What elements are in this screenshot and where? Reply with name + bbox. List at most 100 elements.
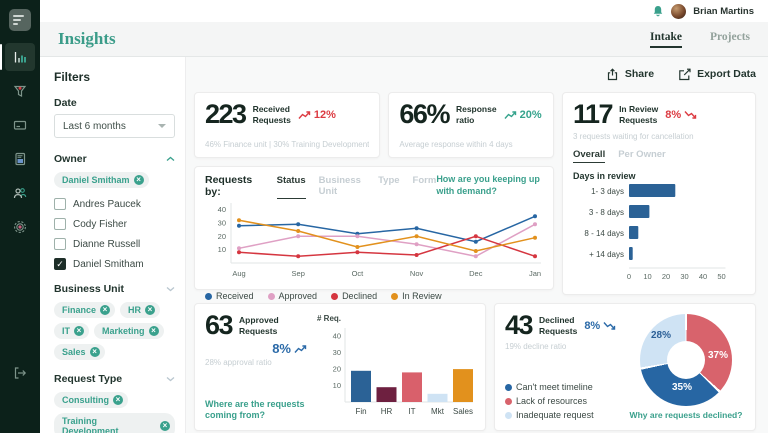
tab-projects[interactable]: Projects <box>709 30 750 43</box>
request-type-filter-section: Request Type Consulting × Training Develop… <box>54 373 175 433</box>
declined-reasons-legend: Can't meet timeline Lack of resources Inad… <box>505 382 621 420</box>
checkbox-checked[interactable]: ✓ <box>54 258 66 270</box>
nav-documents[interactable] <box>5 145 35 173</box>
nav-users[interactable] <box>5 179 35 207</box>
svg-text:30: 30 <box>680 272 688 281</box>
owner-option-label: Cody Fisher <box>73 218 127 230</box>
kpi-approved-card: 63 Approved Requests 8% 28% approval rat… <box>194 303 486 431</box>
share-icon <box>607 67 617 80</box>
checkbox-unchecked[interactable] <box>54 238 66 250</box>
trend-up-icon <box>298 110 311 119</box>
response-value: 66% <box>399 99 450 129</box>
in-review-subtext: 3 requests waiting for cancellation <box>573 132 694 141</box>
chip-remove-icon[interactable]: × <box>100 305 111 315</box>
chevron-down-icon[interactable] <box>166 376 175 382</box>
donut-pct-lack-of-resources: 37% <box>707 350 728 361</box>
svg-text:Sep: Sep <box>292 269 305 278</box>
date-select[interactable]: Last 6 months <box>54 114 175 138</box>
titlebar: Insights Intake Projects <box>40 22 768 57</box>
business-unit-filter-section: Business Unit Finance × HR × IT × Marketing × Sa… <box>54 283 175 360</box>
chip-remove-icon[interactable]: × <box>148 326 159 336</box>
svg-text:40: 40 <box>699 272 707 281</box>
chip-remove-icon[interactable]: × <box>113 395 123 405</box>
nav-filter-queue[interactable] <box>5 77 35 105</box>
nav-analytics[interactable] <box>0 43 35 71</box>
legend-dot-icon <box>205 292 212 300</box>
requests-line-legend: Received Approved Declined In Review <box>205 291 543 301</box>
requests-by-tab-type[interactable]: Type <box>378 175 400 186</box>
owner-option-daniel-smitham[interactable]: ✓ Daniel Smitham <box>54 258 175 270</box>
svg-text:IT: IT <box>408 407 415 416</box>
legend-label: Can't meet timeline <box>516 382 593 392</box>
svg-text:0: 0 <box>627 272 631 281</box>
share-label: Share <box>624 68 655 80</box>
svg-text:3 - 8 days: 3 - 8 days <box>589 208 624 217</box>
nav-logout[interactable] <box>5 359 35 387</box>
chip-label: Marketing <box>102 326 145 336</box>
review-tab-overall[interactable]: Overall <box>573 149 606 163</box>
chip-remove-icon[interactable]: × <box>133 175 144 185</box>
owner-option-andres-paucek[interactable]: Andres Paucek <box>54 198 175 210</box>
declined-legend-inadequate-request: Inadequate request <box>505 410 621 420</box>
requests-by-tab-status[interactable]: Status <box>276 175 306 199</box>
legend-in-review: In Review <box>391 291 442 301</box>
business-unit-filter-label: Business Unit <box>54 283 125 295</box>
trend-down-icon <box>684 110 697 119</box>
chevron-down-icon[interactable] <box>166 286 175 292</box>
nav-settings[interactable] <box>5 213 35 241</box>
owner-chip-daniel-smitham: Daniel Smitham × <box>54 172 149 188</box>
filters-panel: Filters Date Last 6 months Owner Daniel … <box>40 57 186 433</box>
svg-text:Oct: Oct <box>352 269 365 278</box>
received-subtext: 46% Finance unit | 30% Training Developm… <box>205 140 370 149</box>
kpi-declined-card: 43 Declined Requests 8% 19% decline rati… <box>494 303 756 431</box>
app-logo[interactable] <box>9 9 31 31</box>
svg-text:1- 3 days: 1- 3 days <box>591 187 624 196</box>
svg-text:Aug: Aug <box>232 269 245 278</box>
kpi-received-requests: 223 Received Requests 12% 46% Finance un… <box>194 92 381 158</box>
export-data-button[interactable]: Export Data <box>678 68 756 81</box>
svg-text:10: 10 <box>643 272 651 281</box>
chip-remove-icon[interactable]: × <box>74 326 84 336</box>
notifications-button[interactable] <box>652 5 664 17</box>
chip-remove-icon[interactable]: × <box>160 421 170 431</box>
legend-dot-icon <box>505 397 512 405</box>
requests-by-tab-form[interactable]: Form <box>412 175 437 186</box>
nav-cards[interactable] <box>5 111 35 139</box>
checkbox-unchecked[interactable] <box>54 198 66 210</box>
hbar-chart-svg: 1- 3 days 3 - 8 days 8 - 14 days + 14 days 0… <box>584 184 726 281</box>
request-type-chip-training-development: Training Development × <box>54 413 175 433</box>
owner-option-dianne-russell[interactable]: Dianne Russell <box>54 238 175 250</box>
chevron-up-icon[interactable] <box>166 156 175 162</box>
legend-dot-icon <box>267 292 275 300</box>
owner-option-label: Daniel Smitham <box>73 258 144 270</box>
legend-received: Received <box>205 291 254 301</box>
svg-text:40: 40 <box>333 332 341 341</box>
approved-delta: 8% <box>272 341 307 356</box>
share-button[interactable]: Share <box>606 67 655 81</box>
chip-label: Daniel Smitham <box>62 175 130 185</box>
requests-by-tab-business-unit[interactable]: Business Unit <box>318 175 361 197</box>
svg-text:20: 20 <box>333 365 341 374</box>
export-data-label: Export Data <box>697 68 756 80</box>
chip-remove-icon[interactable]: × <box>145 305 156 315</box>
checkbox-unchecked[interactable] <box>54 218 66 230</box>
owner-checkbox-list: Andres Paucek Cody Fisher Dianne Russell ✓ D… <box>54 198 175 270</box>
owner-option-cody-fisher[interactable]: Cody Fisher <box>54 218 175 230</box>
tab-intake[interactable]: Intake <box>650 31 682 48</box>
approved-question: Where are the requests coming from? <box>205 398 305 421</box>
review-tab-per-owner[interactable]: Per Owner <box>618 149 666 160</box>
chip-label: Consulting <box>62 395 109 405</box>
requests-by-title: Requests by: <box>205 174 253 198</box>
svg-text:50: 50 <box>717 272 725 281</box>
chip-remove-icon[interactable]: × <box>89 347 100 357</box>
svg-text:10: 10 <box>333 381 341 390</box>
in-review-delta: 8% <box>665 109 697 121</box>
document-icon <box>15 152 26 166</box>
vbar-chart-svg: # Req. 10 20 30 40 Fin HR IT Mkt Sales <box>317 314 473 416</box>
declined-delta: 8% <box>584 320 616 332</box>
chevron-down-icon <box>158 124 166 128</box>
user-avatar[interactable] <box>671 3 687 19</box>
declined-question: Why are requests declined? <box>629 410 743 420</box>
topbar: Brian Martins <box>40 0 768 22</box>
